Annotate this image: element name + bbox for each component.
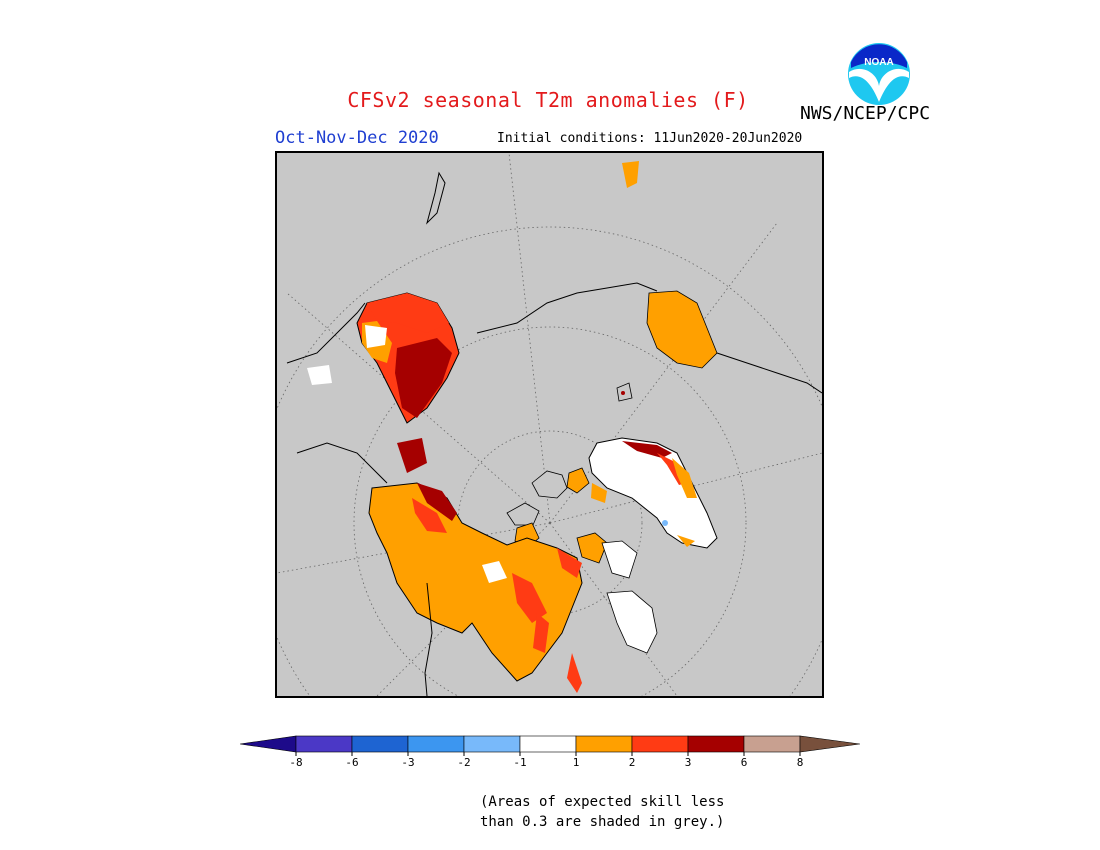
colorbar-swatch [687, 735, 745, 753]
colorbar-tick-label: -6 [345, 756, 358, 769]
colorbar-tick-label: -3 [401, 756, 414, 769]
colorbar-swatch [351, 735, 409, 753]
colorbar-legend: -8 -6 -3 -2 -1 1 2 3 6 8 [239, 734, 861, 774]
polar-map [275, 151, 824, 698]
noaa-logo: NOAA [847, 42, 911, 106]
colorbar-tick-label: 6 [741, 756, 748, 769]
greenland-region [588, 437, 718, 549]
colorbar-swatch [519, 735, 577, 753]
colorbar-tick-label: 1 [573, 756, 580, 769]
eurasia-region [307, 161, 718, 473]
chart-title-container: CFSv2 seasonal T2m anomalies (F) [0, 88, 1100, 112]
colorbar-swatch [575, 735, 633, 753]
agency-label: NWS/NCEP/CPC [800, 103, 931, 124]
colorbar-swatch [407, 735, 465, 753]
colorbar-swatch [295, 735, 353, 753]
chart-title: CFSv2 seasonal T2m anomalies (F) [347, 88, 749, 112]
colorbar-tick-label: 8 [797, 756, 804, 769]
logo-text: NOAA [864, 57, 893, 68]
colorbar-swatch [743, 735, 801, 753]
colorbar-swatch [463, 735, 521, 753]
north-america-region [368, 482, 658, 693]
colorbar-arrow-left [239, 735, 297, 753]
colorbar-tick-label: -2 [457, 756, 470, 769]
season-label: Oct-Nov-Dec 2020 [275, 128, 439, 148]
colorbar-tick-label: -1 [513, 756, 526, 769]
colorbar-tick-label: 3 [685, 756, 692, 769]
colorbar-svg: -8 -6 -3 -2 -1 1 2 3 6 8 [239, 735, 861, 769]
colorbar-arrow-right [799, 735, 861, 753]
colorbar-tick-label: 2 [629, 756, 636, 769]
skill-note: (Areas of expected skill less than 0.3 a… [480, 792, 724, 832]
colorbar-swatch [631, 735, 689, 753]
skill-note-line1: (Areas of expected skill less [480, 794, 725, 810]
skill-note-line2: than 0.3 are shaded in grey.) [480, 814, 725, 830]
coastlines [286, 171, 822, 696]
initial-conditions-label: Initial conditions: 11Jun2020-20Jun2020 [497, 131, 803, 146]
colorbar-tick-label: -8 [289, 756, 302, 769]
